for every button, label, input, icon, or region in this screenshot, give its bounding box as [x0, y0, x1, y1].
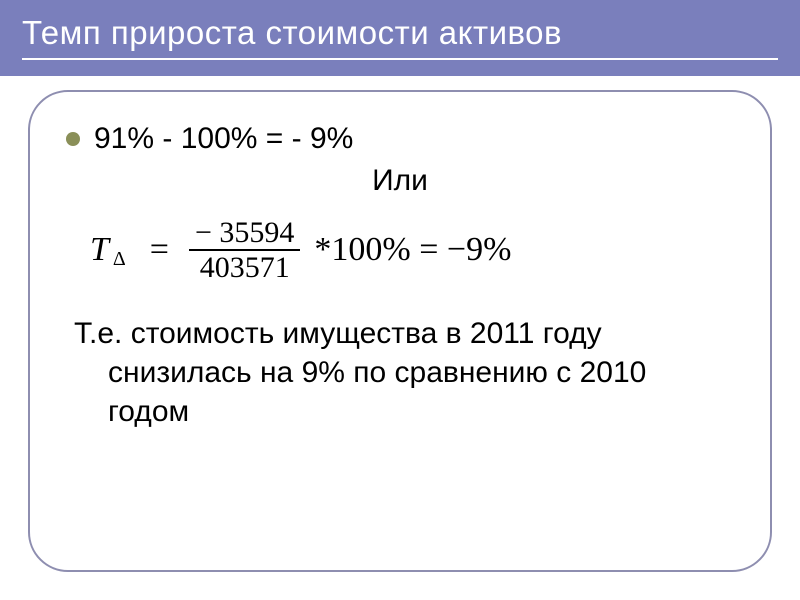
fraction: − 35594 403571 — [189, 216, 300, 284]
title-underline — [22, 58, 778, 60]
title-bar: Темп прироста стоимости активов — [0, 0, 800, 76]
calc-line-1: 91% - 100% = - 9% — [94, 120, 353, 158]
formula-tail: *100% = −9% — [314, 231, 511, 269]
summary-line-1: Т.е. стоимость имущества в 2011 году — [74, 317, 602, 350]
summary-line-2: снизилась на 9% по сравнению с 2010 — [108, 353, 726, 392]
formula: T Δ = − 35594 403571 *100% = −9% — [90, 216, 734, 284]
slide: Темп прироста стоимости активов 91% - 10… — [0, 0, 800, 600]
numerator: − 35594 — [189, 216, 300, 249]
equals-sign-1: = — [150, 231, 169, 269]
summary-text: Т.е. стоимость имущества в 2011 году сни… — [74, 314, 726, 431]
content-box: 91% - 100% = - 9% Или T Δ = − 35594 4035… — [28, 90, 772, 572]
denominator: 403571 — [194, 251, 296, 284]
bullet-line: 91% - 100% = - 9% — [66, 120, 734, 158]
slide-title: Темп прироста стоимости активов — [22, 14, 778, 52]
or-label: Или — [66, 164, 734, 198]
content-wrap: 91% - 100% = - 9% Или T Δ = − 35594 4035… — [28, 90, 772, 572]
summary-line-3: годом — [108, 392, 726, 431]
formula-subscript: Δ — [113, 248, 126, 271]
formula-var: T — [90, 231, 109, 269]
bullet-icon — [66, 132, 80, 146]
